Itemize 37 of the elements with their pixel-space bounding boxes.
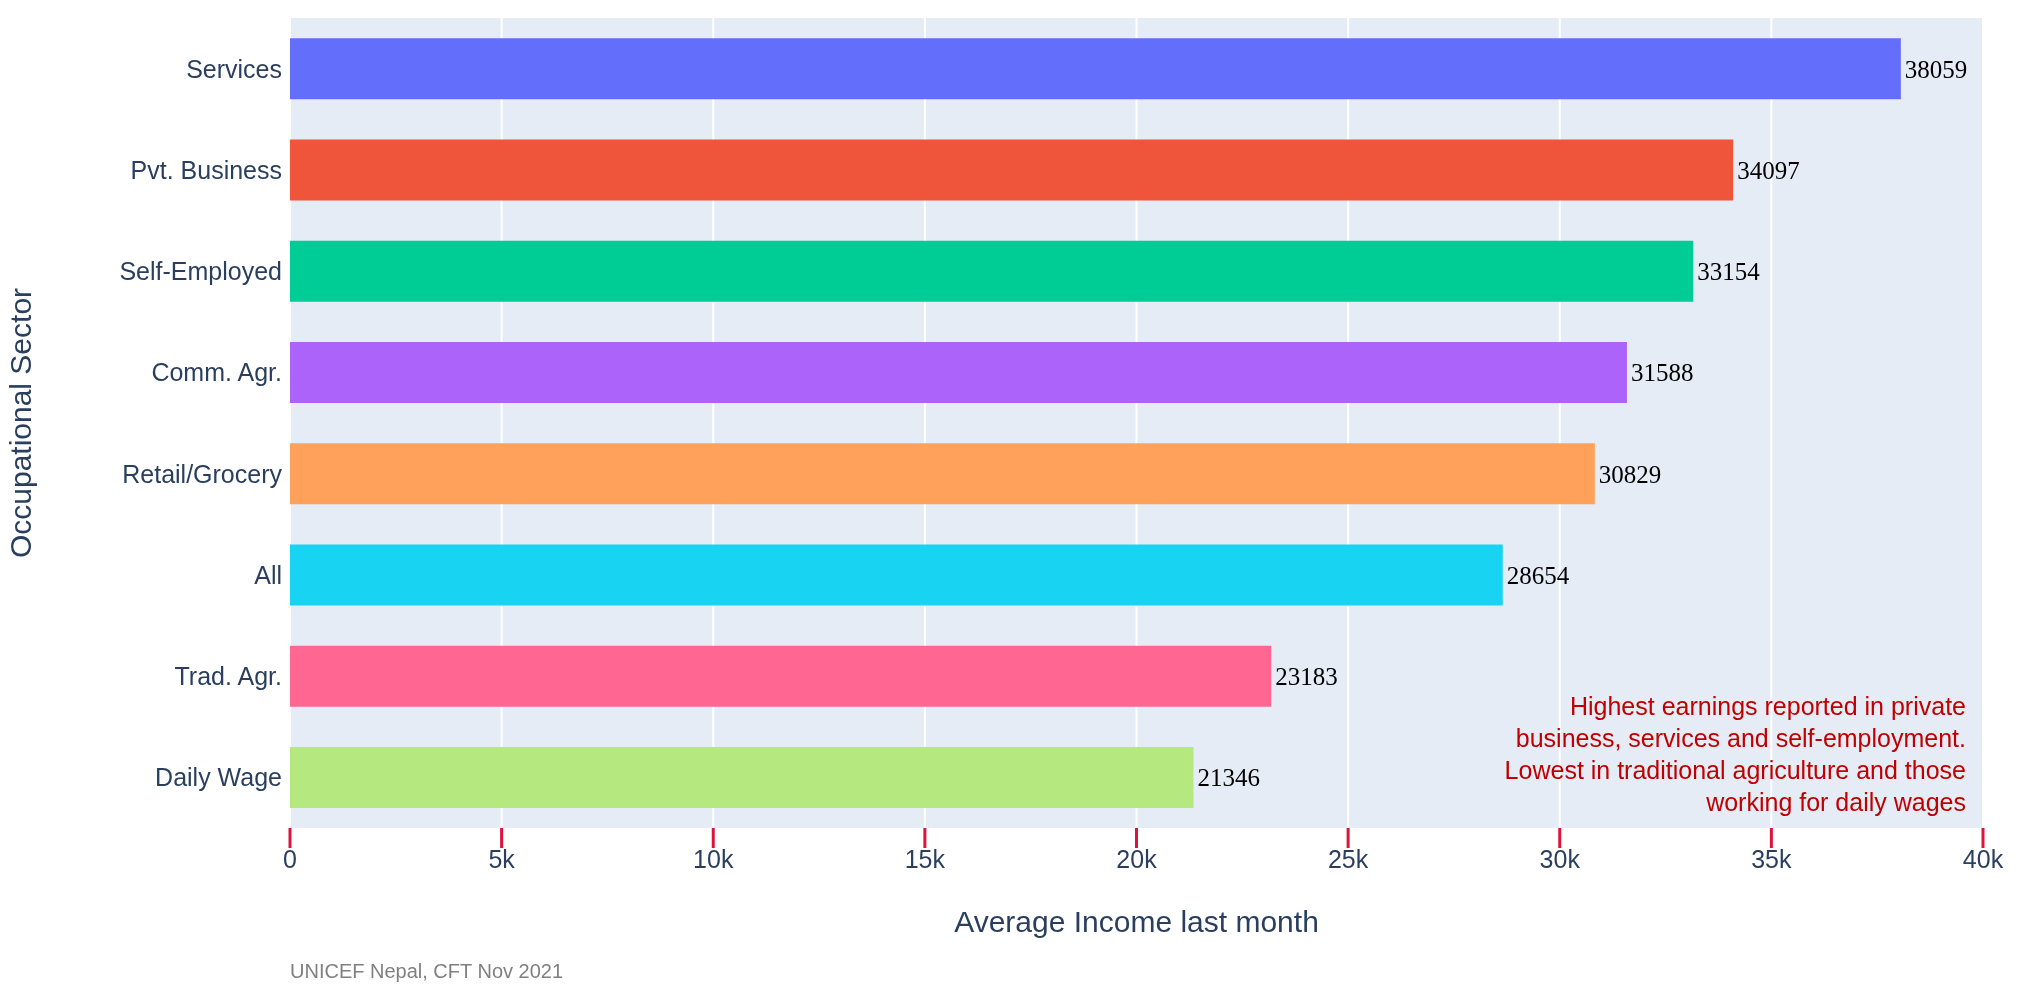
- data-label: 34097: [1737, 156, 1800, 184]
- x-axis-title: Average Income last month: [954, 905, 1319, 938]
- x-tick-label: 20k: [1116, 844, 1158, 873]
- bar: [290, 645, 1272, 707]
- x-tick-label: 30k: [1539, 844, 1581, 873]
- y-tick-label: Daily Wage: [155, 763, 282, 792]
- x-tick-label: 5k: [488, 844, 516, 873]
- bar: [290, 342, 1627, 403]
- y-tick-label: All: [254, 560, 282, 589]
- bar: [290, 747, 1194, 808]
- y-tick-label: Services: [186, 54, 282, 83]
- x-tick-label: 15k: [904, 844, 946, 873]
- annotation: Highest earnings reported in private business, services and self-employment. Lowest in traditional agriculture and those working for daily wages: [1503, 691, 1966, 818]
- data-label: 21346: [1197, 764, 1260, 792]
- x-tick-label: 25k: [1327, 844, 1369, 873]
- x-tick-label: 35k: [1751, 844, 1793, 873]
- y-tick-label: Trad. Agr.: [174, 662, 282, 690]
- y-tick-label: Retail/Grocery: [122, 459, 283, 488]
- data-label: 38059: [1904, 55, 1968, 83]
- bar: [290, 544, 1503, 606]
- y-axis-title: Occupational Sector: [3, 287, 37, 559]
- data-label: 30829: [1598, 460, 1662, 488]
- y-tick-label: Self-Employed: [119, 257, 282, 285]
- data-label: 31588: [1630, 359, 1694, 387]
- y-tick-label: Comm. Agr.: [151, 358, 282, 387]
- bar: [290, 38, 1901, 100]
- data-label: 33154: [1697, 258, 1761, 286]
- data-label: 28654: [1506, 561, 1570, 589]
- bar: [290, 240, 1694, 302]
- bar: [290, 443, 1595, 505]
- x-tick-label: 0: [283, 844, 297, 873]
- x-tick-label: 40k: [1962, 844, 2004, 873]
- x-tick-label: 10k: [693, 844, 734, 873]
- y-tick-label: Pvt. Business: [130, 155, 282, 184]
- bar: [290, 139, 1734, 201]
- data-label: 23183: [1275, 663, 1338, 691]
- text: UNICEF Nepal, CFT Nov 2021: [290, 960, 564, 983]
